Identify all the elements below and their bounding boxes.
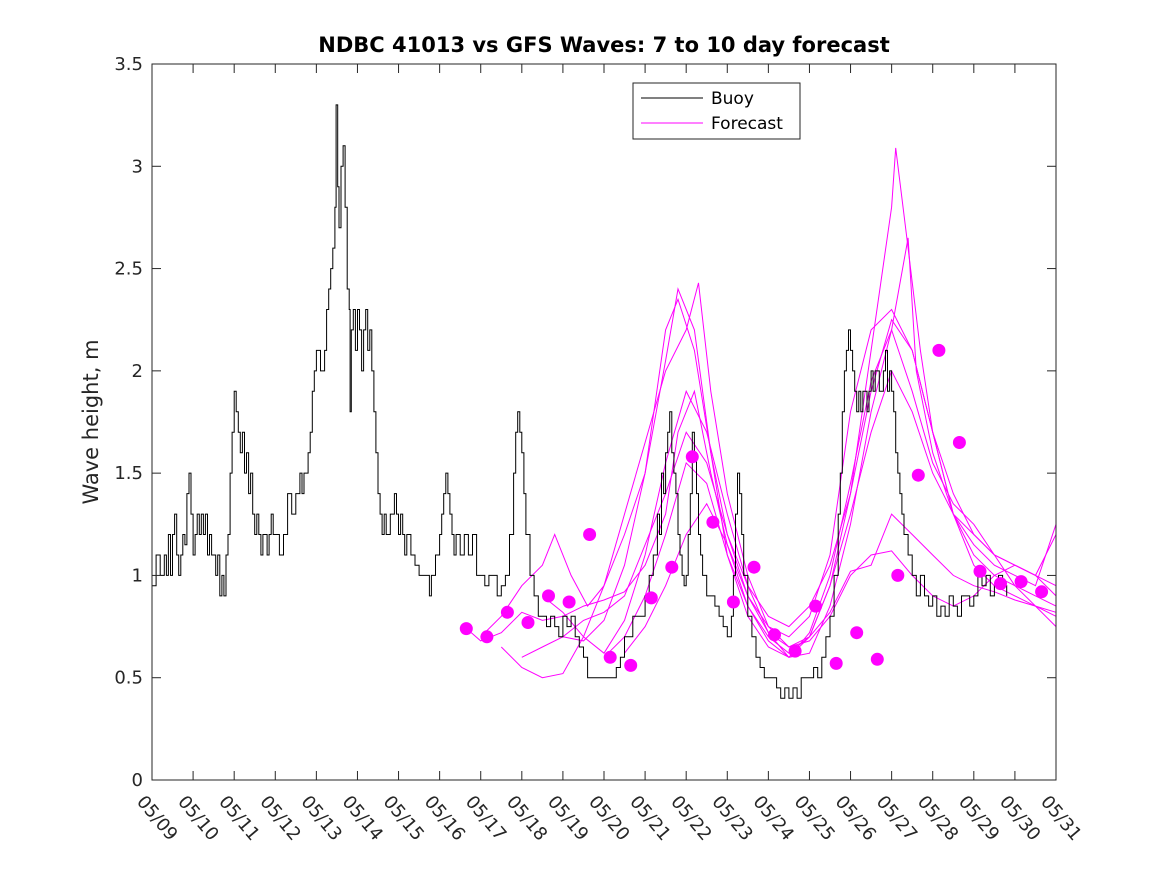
forecast-marker <box>562 595 576 609</box>
y-tick-label: 1 <box>132 565 143 586</box>
forecast-marker <box>870 652 884 666</box>
legend-label-buoy: Buoy <box>711 89 754 109</box>
legend: Buoy Forecast <box>632 82 801 140</box>
forecast-marker <box>685 450 699 464</box>
forecast-marker <box>542 589 555 603</box>
forecast-marker <box>809 599 823 613</box>
forecast-line <box>562 297 1057 658</box>
forecast-marker <box>644 591 658 605</box>
forecast-marker <box>624 658 638 672</box>
forecast-marker <box>788 644 802 658</box>
forecast-marker <box>480 630 494 644</box>
forecast-line <box>542 237 1057 658</box>
y-axis-label: Wave height, m <box>79 339 103 504</box>
legend-label-forecast: Forecast <box>711 114 783 134</box>
forecast-marker <box>1014 575 1028 589</box>
y-tick-label: 2 <box>132 361 143 382</box>
y-tick-label: 2.5 <box>114 259 143 280</box>
forecast-marker <box>891 568 905 582</box>
plot-area <box>152 64 1056 780</box>
forecast-marker <box>911 468 925 482</box>
y-tick-label: 3.5 <box>114 54 143 75</box>
forecast-marker <box>521 616 535 629</box>
y-axis: 0 0.5 1 1.5 2 2.5 3 3.5 <box>114 54 1056 791</box>
legend-box <box>632 82 801 140</box>
buoy-line <box>152 104 1008 699</box>
forecast-markers <box>459 343 1049 672</box>
forecast-marker <box>850 626 864 640</box>
forecast-marker <box>973 564 987 578</box>
forecast-marker <box>665 560 679 574</box>
forecast-line <box>603 369 1057 658</box>
y-tick-label: 0.5 <box>114 668 143 689</box>
forecast-marker <box>994 577 1007 591</box>
forecast-marker <box>1035 585 1049 599</box>
forecast-marker <box>952 436 966 449</box>
forecast-marker <box>747 560 761 574</box>
plot-lines <box>152 104 1057 699</box>
y-tick-label: 3 <box>132 156 143 177</box>
forecast-marker <box>500 605 514 619</box>
y-tick-label: 0 <box>132 770 143 791</box>
forecast-marker <box>829 656 843 670</box>
forecast-marker <box>583 528 597 541</box>
forecast-marker <box>768 628 781 642</box>
forecast-marker <box>459 622 473 636</box>
forecast-marker <box>932 343 946 357</box>
chart-title: NDBC 41013 vs GFS Waves: 7 to 10 day for… <box>318 33 889 57</box>
forecast-line <box>521 318 1057 658</box>
y-tick-label: 1.5 <box>114 463 143 484</box>
forecast-marker <box>603 650 617 664</box>
forecast-marker <box>726 595 740 609</box>
forecast-marker <box>706 515 720 529</box>
